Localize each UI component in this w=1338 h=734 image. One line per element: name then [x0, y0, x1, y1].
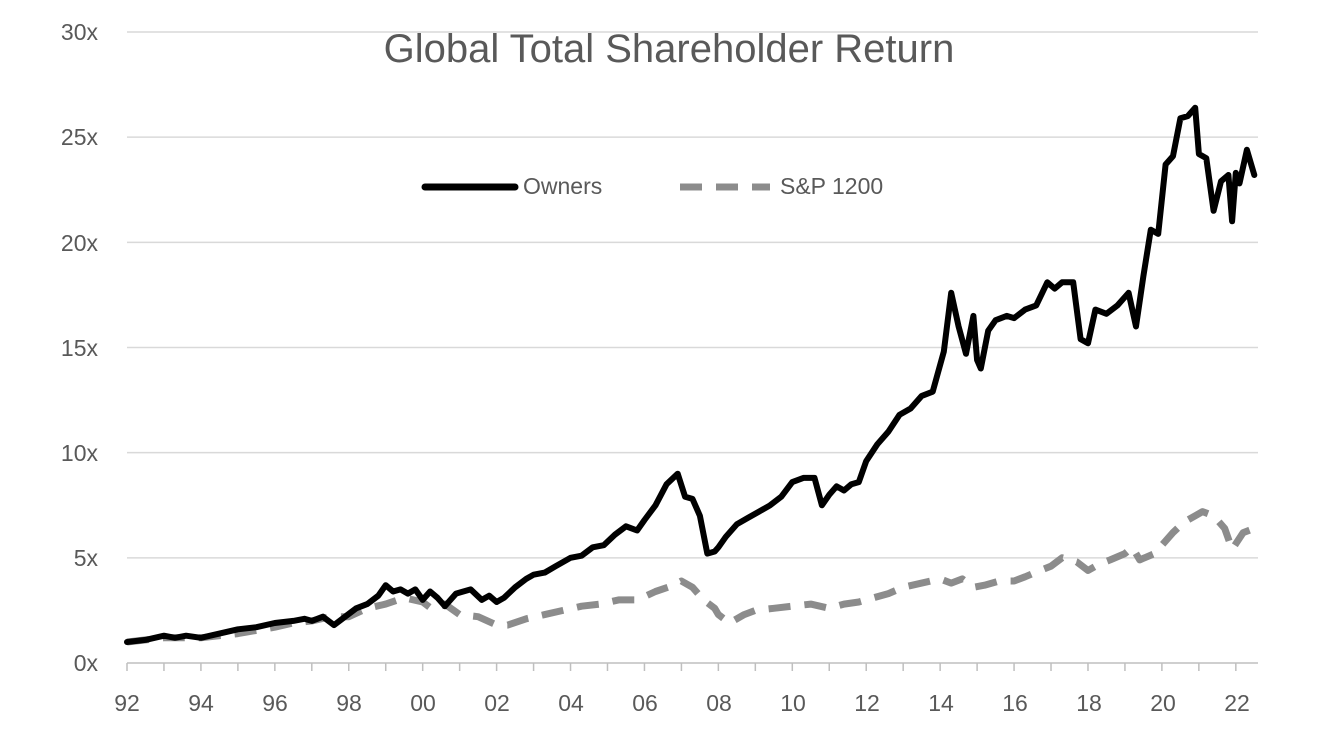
x-tick-label: 08 — [706, 690, 732, 716]
x-tick-label: 16 — [1002, 690, 1028, 716]
y-tick-label: 20x — [60, 230, 98, 256]
x-tick-label: 06 — [632, 690, 658, 716]
x-tick-label: 22 — [1224, 690, 1250, 716]
chart-title: Global Total Shareholder Return — [383, 27, 955, 71]
series-line-owners — [124, 104, 1258, 645]
x-tick-label: 18 — [1076, 690, 1102, 716]
x-tick-label: 98 — [336, 690, 362, 716]
y-tick-label: 0x — [73, 650, 98, 676]
y-tick-label: 10x — [60, 440, 98, 466]
x-tick-label: 92 — [114, 690, 140, 716]
gridlines — [127, 31, 1258, 559]
x-tick-label: 14 — [928, 690, 954, 716]
y-tick-label: 5x — [73, 545, 98, 571]
x-tick-label: 20 — [1150, 690, 1176, 716]
x-tick-label: 04 — [558, 690, 584, 716]
y-tick-label: 25x — [60, 124, 98, 150]
x-tick-label: 94 — [188, 690, 214, 716]
x-tick-label: 00 — [410, 690, 436, 716]
legend-label-owners: Owners — [523, 173, 603, 199]
x-tick-label: 12 — [854, 690, 880, 716]
series-line-sp1200 — [126, 508, 1256, 646]
x-tick-label: 96 — [262, 690, 288, 716]
x-axis-ticks — [126, 663, 1237, 671]
series-layer — [124, 104, 1258, 646]
legend-label-sp1200: S&P 1200 — [780, 173, 884, 199]
y-tick-label: 15x — [60, 335, 98, 361]
x-tick-label: 02 — [484, 690, 510, 716]
x-tick-label: 10 — [780, 690, 806, 716]
y-tick-label: 30x — [60, 19, 98, 45]
